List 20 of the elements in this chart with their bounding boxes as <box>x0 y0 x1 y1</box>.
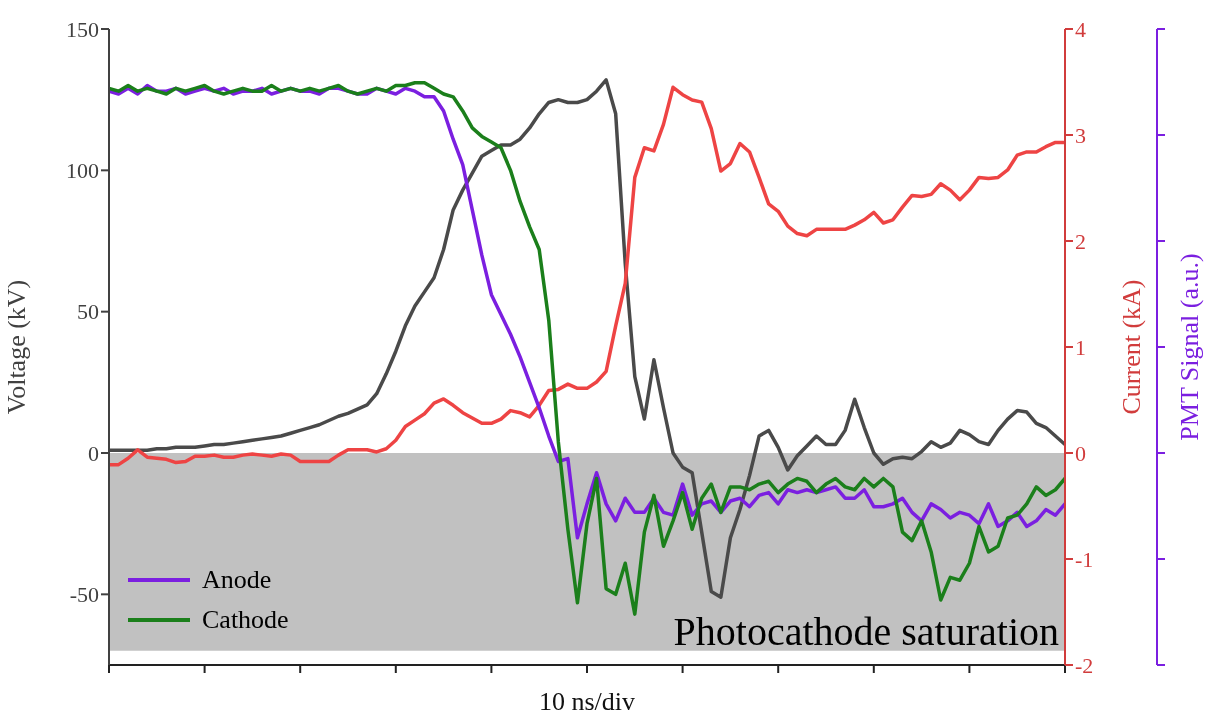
y-tick-label: -50 <box>69 582 99 608</box>
y2-tick-label: 2 <box>1075 228 1086 254</box>
y-axis-title: Voltage (kV) <box>2 279 32 415</box>
y-tick-label: 0 <box>88 440 99 466</box>
y3-axis-title: PMT Signal (a.u.) <box>1175 253 1205 441</box>
line-series <box>109 85 1065 467</box>
y2-tick-label: 1 <box>1075 334 1086 360</box>
y2-tick-label: 4 <box>1075 16 1086 42</box>
legend-label: Anode <box>202 565 272 595</box>
y2-tick-label: 0 <box>1075 440 1086 466</box>
y2-axis-title: Current (kA) <box>1117 279 1147 415</box>
y-tick-label: 100 <box>66 158 99 184</box>
y2-tick-label: 3 <box>1075 122 1086 148</box>
y2-tick-label: -2 <box>1075 652 1094 678</box>
band-label: Photocathode saturation <box>673 608 1059 654</box>
y2-tick-label: -1 <box>1075 546 1094 572</box>
x-axis-title: 10 ns/div <box>538 687 636 716</box>
legend-label: Cathode <box>202 605 289 635</box>
y-tick-label: 150 <box>66 16 99 42</box>
y-tick-label: 50 <box>77 299 99 325</box>
